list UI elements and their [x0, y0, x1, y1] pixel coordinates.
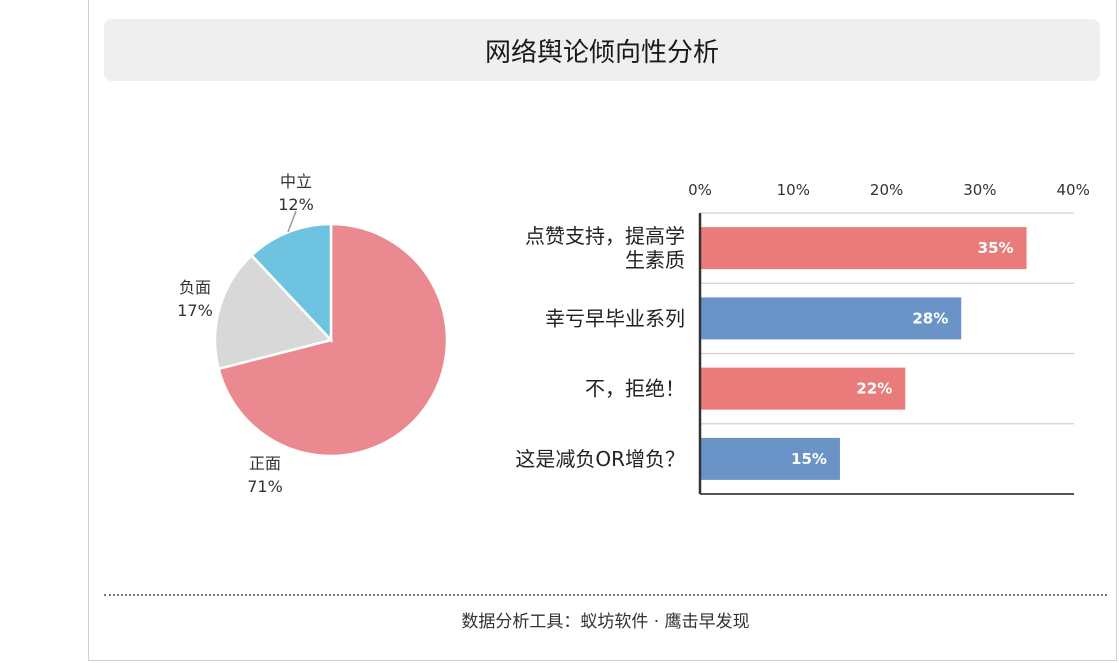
footer-credit: 数据分析工具：蚁坊软件 · 鹰击早发现	[461, 612, 750, 632]
bar-value-label-3: 15%	[791, 450, 827, 468]
x-tick-label-0: 0%	[688, 181, 712, 199]
pie-label-name-1: 负面	[179, 278, 211, 297]
pie-leader-line-2	[287, 210, 297, 233]
pie-slice-2	[249, 222, 333, 344]
footer-divider	[104, 594, 1107, 596]
chart-title: 网络舆论倾向性分析	[104, 19, 1100, 81]
pie-label-percent-1: 17%	[177, 301, 213, 320]
x-tick-label-2: 20%	[870, 181, 903, 199]
bar-value-label-2: 22%	[856, 380, 892, 398]
bar-2	[700, 367, 906, 410]
category-label-1-0: 幸亏早毕业系列	[545, 306, 685, 330]
pie-slice-1	[213, 253, 334, 371]
x-tick-label-3: 30%	[963, 181, 996, 199]
x-tick-label-4: 40%	[1057, 181, 1090, 199]
bar-value-label-1: 28%	[912, 309, 948, 327]
pie-label-percent-2: 12%	[278, 195, 314, 214]
category-label-2-0: 不，拒绝！	[585, 377, 685, 401]
x-tick-label-1: 10%	[777, 181, 810, 199]
bar-0	[700, 227, 1027, 270]
pie-label-name-0: 正面	[249, 454, 281, 473]
category-label-0-1: 生素质	[625, 248, 685, 272]
bar-1	[700, 297, 962, 340]
bar-3	[700, 437, 840, 480]
bar-value-label-0: 35%	[978, 239, 1014, 257]
pie-slice-0	[217, 222, 449, 458]
pie-label-percent-0: 71%	[247, 477, 283, 496]
pie-label-name-2: 中立	[280, 172, 312, 191]
category-label-3-0: 这是减负OR增负？	[515, 447, 685, 471]
category-label-0-0: 点赞支持，提高学	[525, 224, 685, 248]
